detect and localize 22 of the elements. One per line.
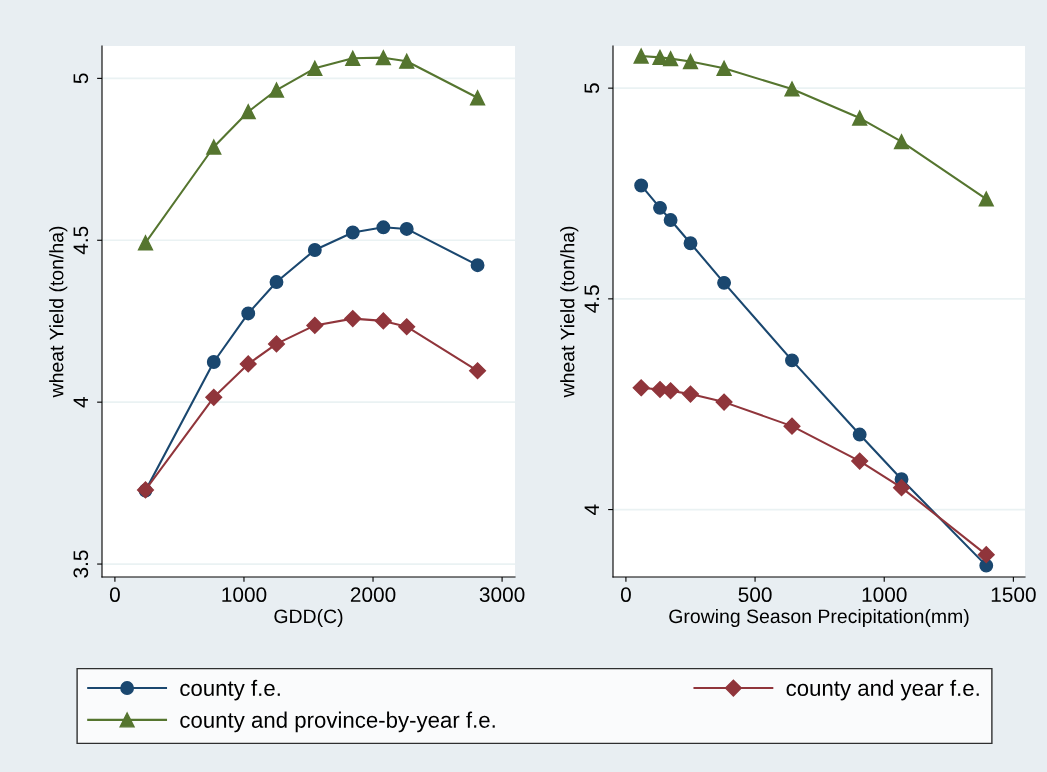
x-axis-title: GDD(C) xyxy=(274,608,343,628)
y-tick-label: 4.5 xyxy=(73,226,89,255)
x-tick-label: 1000 xyxy=(862,587,907,603)
y-axis-title: wheat Yield (ton/ha) xyxy=(49,226,68,398)
y-axis-title: wheat Yield (ton/ha) xyxy=(560,226,579,398)
y-tick-label: 5 xyxy=(584,83,600,94)
x-tick-label: 1000 xyxy=(222,587,267,603)
legend-label: county and province-by-year f.e. xyxy=(180,711,495,733)
legend-label: county f.e. xyxy=(180,679,280,701)
x-tick-label: 3000 xyxy=(479,587,525,603)
x-tick-label: 1500 xyxy=(991,587,1036,603)
x-tick-label: 500 xyxy=(738,587,772,603)
y-tick-label: 3.5 xyxy=(73,550,89,578)
x-tick-label: 2000 xyxy=(350,587,396,603)
y-tick-label: 4 xyxy=(73,396,88,408)
y-tick-label: 4 xyxy=(584,504,599,515)
x-tick-label: 0 xyxy=(109,587,120,603)
legend-label: county and year f.e. xyxy=(786,679,979,701)
x-axis-title: Growing Season Precipitation(mm) xyxy=(669,608,969,628)
y-tick-label: 5 xyxy=(73,73,89,84)
x-tick-label: 0 xyxy=(620,587,631,603)
y-tick-label: 4.5 xyxy=(584,285,600,313)
